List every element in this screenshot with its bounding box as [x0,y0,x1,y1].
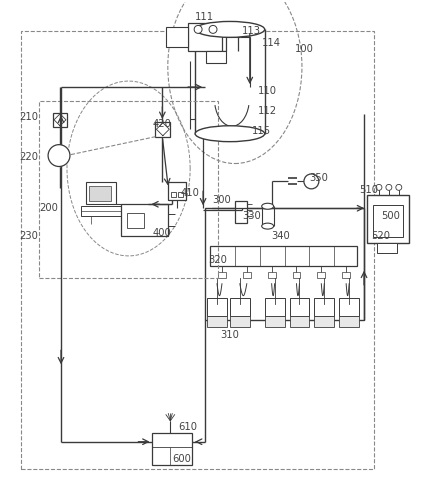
Bar [264,298,284,316]
Bar [264,316,284,327]
Bar [120,204,168,236]
Text: 112: 112 [257,106,276,116]
Text: 340: 340 [271,231,290,241]
Bar [289,316,309,327]
Bar [229,316,249,327]
Bar [89,186,111,201]
Text: 420: 420 [152,119,171,129]
Ellipse shape [195,21,264,38]
Text: 111: 111 [195,13,214,22]
Circle shape [194,25,202,33]
Bar [267,272,275,278]
Circle shape [48,144,70,166]
Bar [229,298,249,316]
Ellipse shape [195,126,264,142]
Text: 320: 320 [208,255,227,265]
Bar [234,201,246,223]
Circle shape [303,174,318,189]
Text: 310: 310 [219,330,238,341]
Bar [171,192,176,197]
Bar [292,272,300,278]
Text: 113: 113 [241,26,260,37]
Text: 500: 500 [380,211,399,221]
Bar [376,243,396,253]
Bar [152,433,192,465]
Bar [313,298,333,316]
Text: 410: 410 [180,188,199,198]
Bar [313,316,333,327]
Bar [206,316,227,327]
Text: 510: 510 [358,185,377,195]
Bar [155,122,170,137]
Circle shape [375,184,381,190]
Bar [341,272,349,278]
Bar [338,298,358,316]
Text: 400: 400 [152,228,171,238]
Text: 600: 600 [172,454,191,464]
Bar [126,213,144,228]
Bar [338,316,358,327]
Text: 220: 220 [19,152,38,162]
Circle shape [209,25,216,33]
Bar [366,195,408,243]
Text: 330: 330 [241,211,260,221]
Text: 110: 110 [257,86,276,96]
Text: 210: 210 [19,112,38,122]
Bar [178,192,183,197]
Text: 114: 114 [261,38,280,48]
Bar [86,183,115,204]
Text: 520: 520 [370,231,389,241]
Text: 100: 100 [294,44,313,54]
Bar [242,272,250,278]
Ellipse shape [261,203,273,209]
Text: 350: 350 [309,173,328,183]
Bar [168,183,186,200]
Bar [289,298,309,316]
Bar [39,101,218,278]
Bar [206,51,225,63]
Text: 300: 300 [212,195,230,205]
Bar [166,27,188,47]
Bar [218,272,225,278]
Bar [53,113,67,127]
Circle shape [395,184,401,190]
Bar [209,246,356,266]
Bar [205,208,363,320]
Bar [206,298,227,316]
Bar [316,272,325,278]
Text: 115: 115 [251,126,270,136]
Bar [188,23,225,51]
Bar [21,31,373,468]
Text: 200: 200 [39,203,58,213]
Text: 610: 610 [178,422,197,432]
Bar [81,206,122,216]
Text: 230: 230 [19,231,38,241]
Ellipse shape [261,223,273,229]
Bar [372,205,402,237]
Circle shape [385,184,391,190]
